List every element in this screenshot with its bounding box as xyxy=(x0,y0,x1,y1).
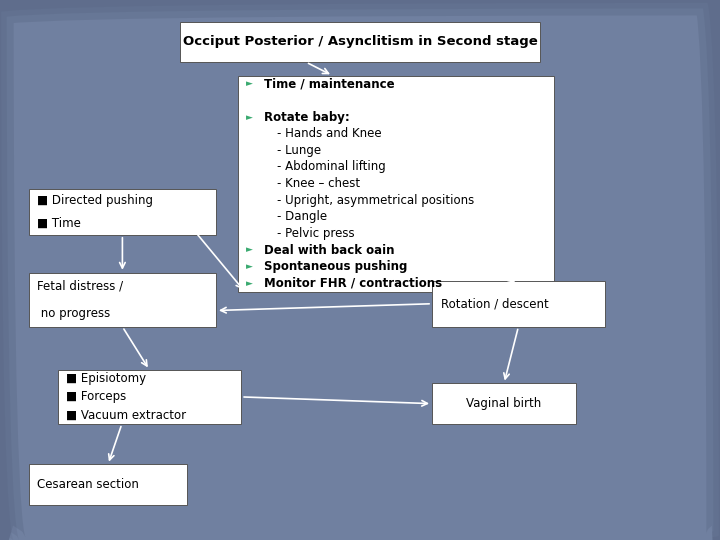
Text: Spontaneous pushing: Spontaneous pushing xyxy=(264,260,408,273)
Text: - Lunge: - Lunge xyxy=(277,144,321,157)
Text: Fetal distress /: Fetal distress / xyxy=(37,280,124,293)
Text: ■ Directed pushing: ■ Directed pushing xyxy=(37,194,153,207)
FancyBboxPatch shape xyxy=(432,281,605,327)
Text: ►: ► xyxy=(246,113,253,122)
Text: ■ Vacuum extractor: ■ Vacuum extractor xyxy=(66,408,186,421)
Text: Occiput Posterior / Asynclitism in Second stage: Occiput Posterior / Asynclitism in Secon… xyxy=(183,35,537,49)
Text: no progress: no progress xyxy=(37,307,111,320)
Text: Rotation / descent: Rotation / descent xyxy=(441,297,549,310)
Text: - Abdominal lifting: - Abdominal lifting xyxy=(277,160,386,173)
Text: - Knee – chest: - Knee – chest xyxy=(277,177,360,190)
Text: - Hands and Knee: - Hands and Knee xyxy=(277,127,382,140)
Text: - Pelvic press: - Pelvic press xyxy=(277,227,355,240)
FancyBboxPatch shape xyxy=(238,76,554,292)
FancyBboxPatch shape xyxy=(58,370,241,424)
FancyBboxPatch shape xyxy=(432,383,576,424)
Text: Deal with back oain: Deal with back oain xyxy=(264,244,395,256)
Text: ►: ► xyxy=(246,262,253,271)
Text: ►: ► xyxy=(246,279,253,288)
FancyBboxPatch shape xyxy=(180,22,540,62)
Text: ►: ► xyxy=(246,79,253,89)
Text: Cesarean section: Cesarean section xyxy=(37,478,139,491)
Text: ■ Episiotomy: ■ Episiotomy xyxy=(66,373,146,386)
Text: Rotate baby:: Rotate baby: xyxy=(264,111,350,124)
Text: ■ Time: ■ Time xyxy=(37,217,81,230)
FancyBboxPatch shape xyxy=(29,189,216,235)
FancyBboxPatch shape xyxy=(29,273,216,327)
Text: ►: ► xyxy=(246,246,253,254)
Text: Monitor FHR / contractions: Monitor FHR / contractions xyxy=(264,277,442,290)
Text: Time / maintenance: Time / maintenance xyxy=(264,77,395,90)
FancyBboxPatch shape xyxy=(29,464,187,505)
Text: Vaginal birth: Vaginal birth xyxy=(467,397,541,410)
Text: - Upright, asymmetrical positions: - Upright, asymmetrical positions xyxy=(277,194,474,207)
Text: - Dangle: - Dangle xyxy=(277,211,328,224)
Text: ■ Forceps: ■ Forceps xyxy=(66,390,127,403)
